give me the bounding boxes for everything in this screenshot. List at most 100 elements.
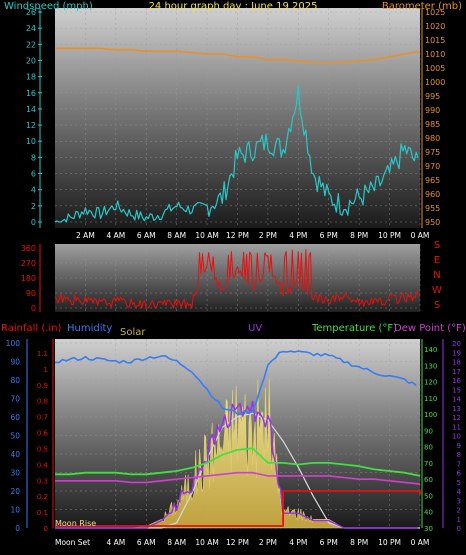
uv-label: UV [248,323,262,334]
humidity-ytick-label: 40 [10,450,20,459]
panel1-xtick-label: 2 PM [259,231,277,240]
panel1-xtick-label: 6 PM [320,231,338,240]
barometer-series-line [55,47,421,64]
uv-ytick-label: 2 [457,507,461,515]
direction-letter-n: N [433,270,440,281]
panel3-xtick-label: 8 AM [167,538,186,547]
humidity-label: Humidity [67,323,112,334]
uv-ytick-label: 17 [452,368,461,376]
panel1-ytick-right-label: 990 [425,106,440,115]
rain-ytick-label: 0.5 [37,445,48,453]
chart-title: 24 hour graph day : June 19 2025 [149,1,318,12]
moon-set-annotation: Moon Set [55,538,90,547]
rain-ytick-label: 1 [44,366,48,374]
uv-ytick-label: 19 [452,349,461,357]
panel1-ytick-label: 6 [31,170,36,179]
panel1-ytick-right-label: 970 [425,162,440,171]
uv-series-line [55,400,418,529]
panel1-xtick-label: 4 AM [106,231,125,240]
temperature-ytick-label: 90 [424,427,433,435]
panel1-ytick-label: 20 [26,56,36,65]
panel1-xtick-label: 8 PM [350,231,368,240]
rain-ytick-label: 0.2 [37,493,48,501]
panel3-xtick-label: 6 AM [137,538,156,547]
dewpoint-series-line [55,471,421,485]
panel1-ytick-label: 0 [31,218,36,227]
panel1-xtick-label: 0 AM [411,231,430,240]
panel1-ytick-right-label: 975 [425,148,440,157]
panel1-xtick-label: 8 AM [167,231,186,240]
panel1-xtick-label: 10 PM [378,231,401,240]
panel1-ytick-right-label: 1020 [425,22,445,31]
humidity-ytick-label: 20 [10,487,20,496]
panel1-ylabel-right: Barometer (mb) [382,1,462,12]
panel3-xtick-label: 4 AM [106,538,125,547]
temperature-series-line [55,447,421,477]
uv-ytick-label: 11 [452,423,461,431]
temperature-ytick-label: 100 [424,411,437,419]
temperature-ytick-label: 80 [424,444,433,452]
panel2-ytick-label: 270 [21,259,36,268]
panel2-ytick-label: 360 [21,244,36,253]
uv-ytick-label: 14 [452,396,461,404]
rain-ytick-label: 0.7 [37,414,48,422]
panel1-ytick-label: 14 [26,105,36,114]
panel1-ytick-right-label: 1000 [425,78,445,87]
uv-ytick-label: 15 [452,386,461,394]
humidity-ytick-label: 0 [15,524,20,533]
panel1-ytick-label: 18 [26,73,36,82]
direction-letter-s: S [434,300,440,311]
humidity-ytick-label: 80 [10,376,20,385]
panel1-ytick-right-label: 1015 [425,36,445,45]
direction-letter-e: E [434,255,440,266]
panel3-xtick-label: 4 PM [289,538,307,547]
humidity-ytick-label: 90 [10,358,20,367]
panel1-ytick-label: 2 [31,202,36,211]
rain-ytick-label: 0.1 [37,509,48,517]
panel2-ytick-label: 0 [31,304,36,313]
panel3-xtick-label: 6 PM [320,538,338,547]
uv-ytick-label: 7 [457,460,461,468]
rainfall-series-line [55,490,421,527]
uv-ytick-label: 20 [452,340,461,348]
direction-letter-w: W [432,285,442,296]
panel1-xtick-label: 2 AM [76,231,95,240]
panel1-ytick-label: 24 [26,24,36,33]
temperature-ytick-label: 140 [424,346,437,354]
rain-ytick-label: 0.4 [37,461,49,469]
panel1-ytick-right-label: 1005 [425,64,445,73]
uv-ytick-label: 13 [452,405,461,413]
panel2-ytick-label: 180 [21,274,36,283]
moon-rise-annotation: Moon Rise [55,519,96,528]
panel3-xtick-label: 8 PM [350,538,368,547]
panel1-xtick-label: 10 AM [195,231,219,240]
panel1-ytick-right-label: 995 [425,92,440,101]
panel1-ytick-label: 10 [26,137,36,146]
panel3-xtick-label: 0 AM [411,538,430,547]
temperature-ytick-label: 60 [424,476,433,484]
humidity-ytick-label: 50 [10,432,20,441]
uv-ytick-label: 10 [452,433,461,441]
direction-letter-s: S [434,240,440,251]
humidity-ytick-label: 30 [10,469,20,478]
panel1-ytick-label: 26 [26,8,36,17]
rainfall-label: Rainfall (.in) [1,323,62,334]
panel1-xtick-label: 6 AM [137,231,156,240]
rain-ytick-label: 0.8 [37,398,48,406]
panel1-ytick-right-label: 1025 [425,8,445,17]
temperature-ytick-label: 130 [424,362,437,370]
uv-ytick-label: 0 [457,525,461,533]
rain-ytick-label: 0.3 [37,477,48,485]
temperature-ytick-label: 110 [424,395,437,403]
panel1-ytick-label: 8 [31,153,36,162]
panel3-xtick-label: 12 PM [226,538,249,547]
humidity-ytick-label: 60 [10,413,20,422]
humidity-ytick-label: 100 [6,339,21,348]
temperature-label: Temperature (°F) [311,323,397,334]
panel1-ytick-label: 4 [31,186,36,195]
panel1-ytick-label: 22 [26,40,36,49]
uv-ytick-label: 6 [457,470,462,478]
temperature-ytick-label: 50 [424,492,433,500]
uv-ytick-label: 4 [457,488,462,496]
